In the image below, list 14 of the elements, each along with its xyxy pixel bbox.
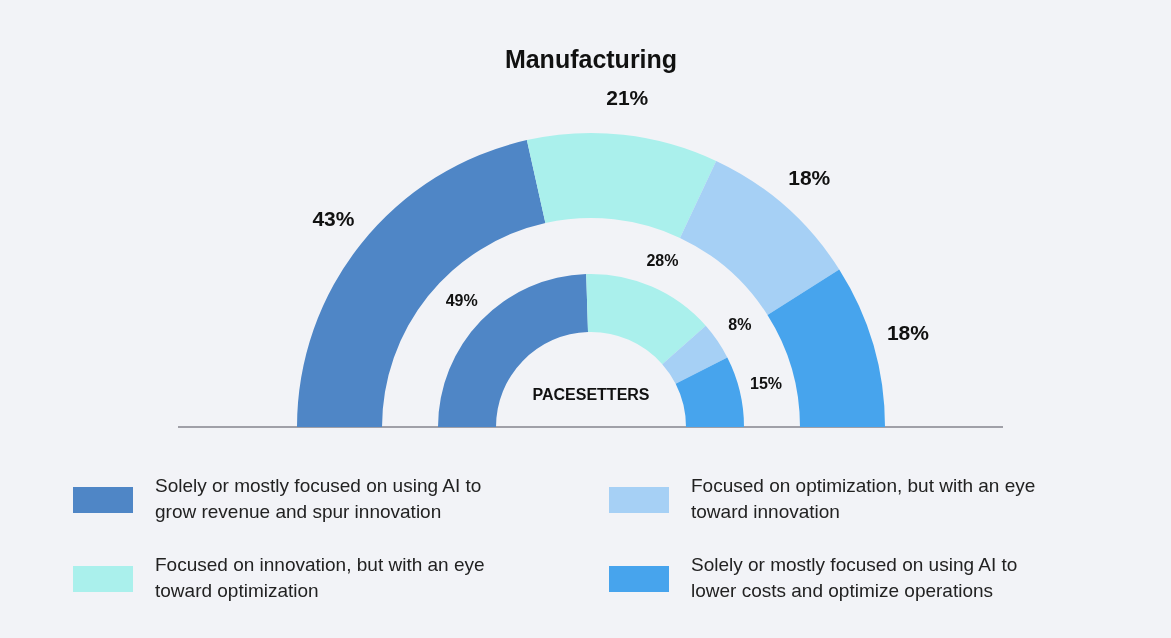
data-label: 15%	[750, 375, 783, 393]
data-label: 28%	[646, 252, 679, 270]
data-label: 49%	[445, 291, 478, 309]
chart-title: Manufacturing	[504, 45, 678, 73]
text: PACESETTERS	[532, 386, 650, 403]
legend-label: Solely or mostly focused on using AI to grow revenue and spur innovation	[155, 475, 482, 522]
data-label: 21%	[606, 85, 649, 109]
data-label: 8%	[728, 316, 752, 334]
legend-label: Focused on innovation, but with an eye toward optimization	[155, 554, 485, 601]
data-label: 18%	[886, 321, 930, 345]
legend-label: Focused on optimization, but with an eye toward innovation	[691, 475, 1036, 522]
data-label: 18%	[788, 166, 831, 190]
legend-label: Solely or mostly focused on using AI to lower costs and optimize operations	[691, 554, 1018, 601]
data-label: 43%	[312, 207, 355, 231]
